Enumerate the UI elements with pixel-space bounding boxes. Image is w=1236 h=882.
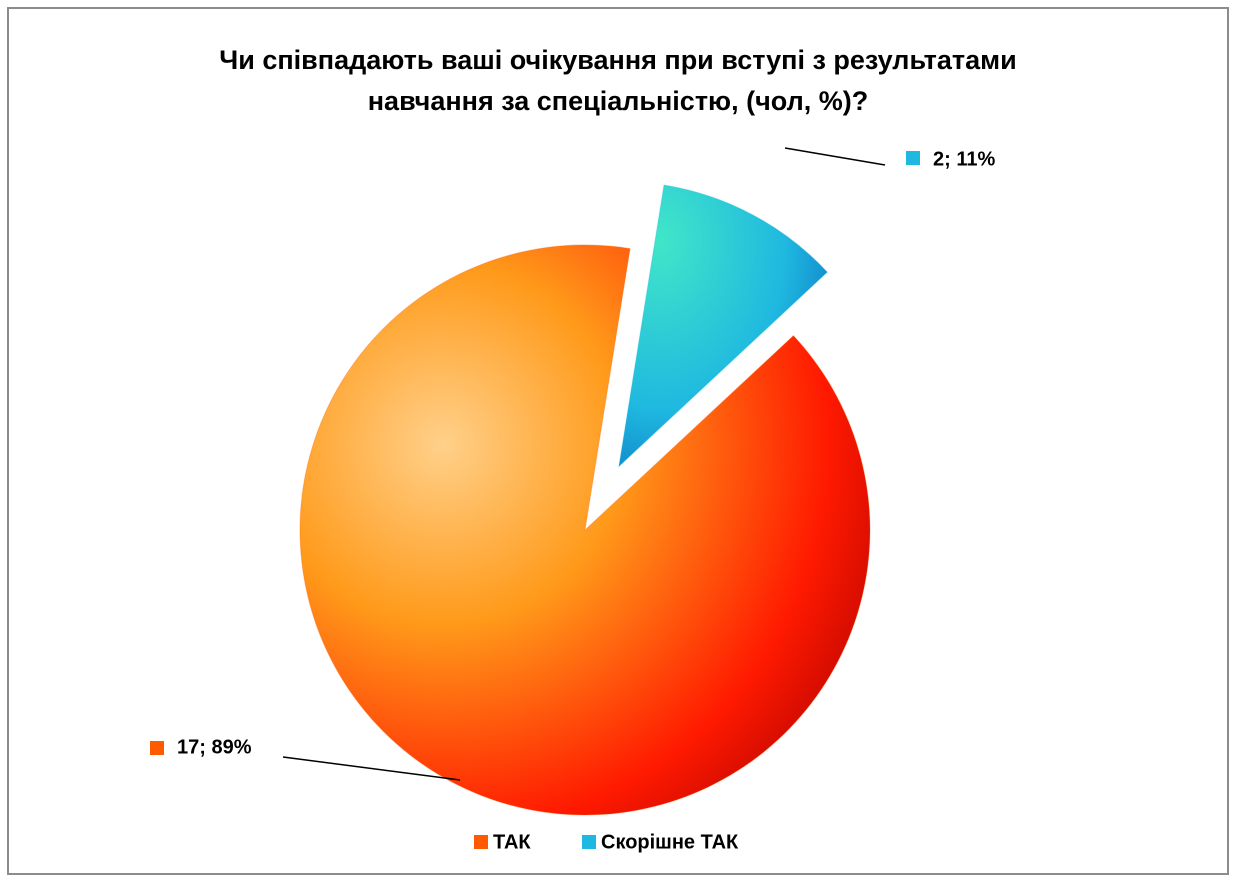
legend-swatch: [582, 835, 596, 849]
legend-swatch: [474, 835, 488, 849]
label-swatch: [906, 151, 920, 165]
data-label: 2; 11%: [933, 148, 995, 170]
legend-label: Скорішне ТАК: [601, 831, 739, 853]
pie-slice: [299, 244, 871, 816]
leader-line: [282, 756, 461, 781]
data-label: 17; 89%: [177, 736, 252, 758]
chart-title: навчання за спеціальністю, (чол, %)?: [368, 86, 869, 116]
chart-title: Чи співпадають ваші очікування при вступ…: [219, 45, 1016, 75]
legend-label: ТАК: [493, 831, 531, 853]
leader-line: [784, 147, 886, 166]
pie-slice: [618, 184, 829, 468]
label-swatch: [150, 741, 164, 755]
